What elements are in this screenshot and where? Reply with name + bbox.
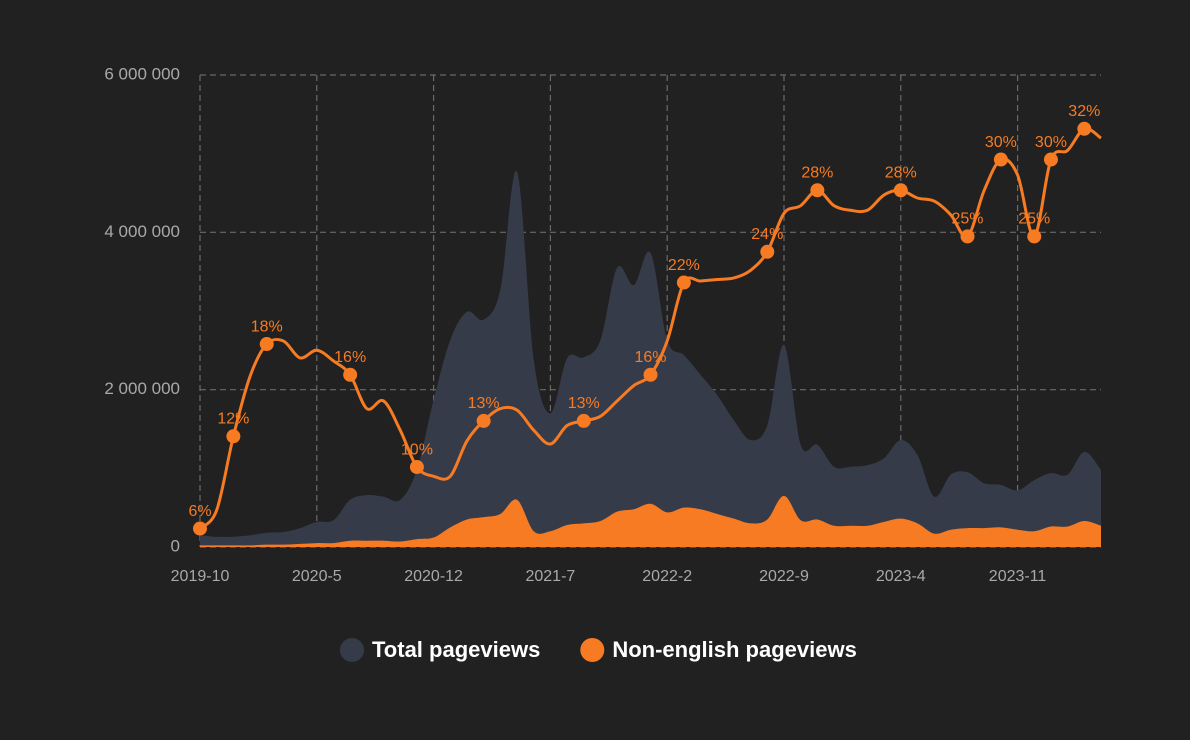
data-label: 30% <box>1035 134 1067 151</box>
x-tick-label: 2019-10 <box>171 568 230 585</box>
share-marker <box>960 229 975 244</box>
x-tick-label: 2023-4 <box>876 568 926 585</box>
data-label: 10% <box>401 441 433 458</box>
y-tick-label: 2 000 000 <box>104 379 180 398</box>
share-marker <box>810 183 825 198</box>
data-label: 12% <box>217 411 249 428</box>
data-label: 22% <box>668 257 700 274</box>
y-tick-label: 0 <box>171 536 180 555</box>
data-label: 18% <box>251 318 283 335</box>
data-label: 28% <box>885 165 917 182</box>
share-marker <box>643 367 658 382</box>
share-marker <box>343 367 358 382</box>
share-marker <box>893 183 908 198</box>
share-marker <box>1043 152 1058 167</box>
data-label: 16% <box>634 349 666 366</box>
x-tick-label: 2020-12 <box>404 568 463 585</box>
area <box>200 170 1101 547</box>
data-label: 16% <box>334 349 366 366</box>
share-marker <box>576 413 591 428</box>
data-label: 25% <box>952 211 984 228</box>
data-label: 30% <box>985 134 1017 151</box>
x-tick-label: 2022-9 <box>759 568 809 585</box>
y-tick-label: 6 000 000 <box>104 64 180 83</box>
x-tick-label: 2022-2 <box>642 568 692 585</box>
share-marker <box>193 521 207 536</box>
share-marker <box>1027 229 1042 244</box>
share-marker <box>676 275 691 290</box>
legend-label: Total pageviews <box>372 637 540 662</box>
data-label: 24% <box>751 226 783 243</box>
share-marker <box>993 152 1008 167</box>
y-tick-label: 4 000 000 <box>104 222 180 241</box>
data-label: 6% <box>188 503 211 520</box>
area <box>200 495 1101 547</box>
share-marker <box>1077 121 1092 136</box>
legend-marker <box>340 638 364 662</box>
share-marker <box>409 460 424 475</box>
data-label: 13% <box>568 395 600 412</box>
data-label: 25% <box>1018 211 1050 228</box>
share-marker <box>476 413 491 428</box>
share-marker <box>760 244 775 259</box>
share-marker <box>226 429 241 444</box>
data-label: 13% <box>468 395 500 412</box>
legend-label: Non-english pageviews <box>612 637 857 662</box>
share-marker <box>259 337 274 352</box>
data-label: 32% <box>1068 103 1100 120</box>
data-label: 28% <box>801 165 833 182</box>
x-tick-label: 2021-7 <box>525 568 575 585</box>
x-tick-label: 2023-11 <box>989 568 1047 585</box>
x-tick-label: 2020-5 <box>292 568 342 585</box>
legend-marker <box>580 638 605 662</box>
